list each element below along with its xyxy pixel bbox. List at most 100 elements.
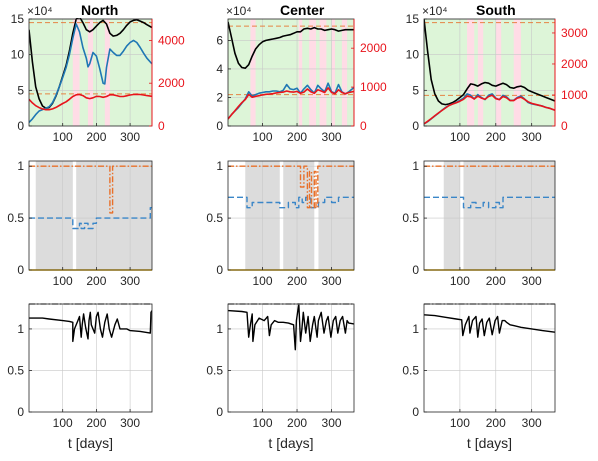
panel-center-bottom: 0 0.5 1 100 200 300 t [days] [206,303,355,451]
exponent-label: ×10⁴ [422,4,448,18]
x-tick-label: 100 [53,130,73,144]
pink-band [87,19,94,126]
x-tick-label: 300 [522,274,542,288]
axes-box [227,303,355,413]
x-tick-label: 200 [86,416,106,430]
pink-band [477,19,484,126]
x-tick-label: 300 [522,130,542,144]
pink-band [250,19,256,126]
y-right-tick-label: 3000 [561,26,588,40]
gray-band [76,161,152,270]
y-right-tick-label: 1000 [561,88,588,102]
y-tick-label: 0.5 [402,211,419,225]
y-right-tick-label: 2000 [360,41,387,55]
panel-center-middle: 0 0.5 1 100 200 300 [206,159,355,288]
series-center-middle-dash_blue-line [228,196,354,209]
panel-title: Center [280,2,325,18]
pink-band [331,19,336,126]
y-tick-label: 0.5 [7,211,24,225]
series-center-top-red-line [228,87,354,120]
exponent-label: ×10⁴ [27,4,53,18]
x-tick-label: 200 [86,130,106,144]
y-right-tick-label: 0 [360,119,367,133]
y-tick-label: 1 [17,159,24,173]
series-north-top-red-line [29,93,152,111]
y-tick-label: 0 [17,119,24,133]
y-tick-label: 0 [17,263,24,277]
y-tick-label: 10 [11,48,25,62]
gray-band [318,161,354,270]
y-tick-label: 10 [406,48,420,62]
pink-band [319,19,327,126]
y-tick-label: 0 [412,263,419,277]
y-tick-label: 5 [17,83,24,97]
series-center-middle-orange-line [228,165,354,209]
y-tick-label: 0 [216,119,223,133]
axes-box [423,303,556,413]
x-tick-label: 100 [450,416,470,430]
x-tick-label: 300 [322,274,342,288]
series-north-middle-dash_blue-line [29,206,152,230]
y-right-tick-label: 2000 [561,57,588,71]
pink-band [513,19,521,126]
y-tick-label: 6 [216,33,223,47]
y-tick-label: 0 [412,119,419,133]
panel-center-top: 0 2 4 6 0 1000 2000 100 200 300 ×10⁴ Center [216,2,387,144]
y-tick-label: 0 [412,405,419,419]
y-tick-label: 1 [17,322,24,336]
y-right-tick-label: 2000 [158,76,185,90]
x-tick-label: 200 [287,416,307,430]
y-tick-label: 0.5 [206,211,223,225]
x-axis-label: t [days] [268,435,313,451]
series-north-middle-orange-line [29,165,152,214]
x-tick-label: 200 [486,274,506,288]
pink-band [104,19,110,126]
axes-box [28,160,153,271]
y-tick-label: 15 [11,12,25,26]
y-tick-label: 0 [17,405,24,419]
series-south-middle-dash_blue-line [424,196,555,209]
panel-south-middle: 0 0.5 1 100 200 300 [402,159,556,288]
pink-band [72,19,80,126]
plot-area [29,18,152,123]
y-tick-label: 1 [412,159,419,173]
gray-band [443,161,460,270]
y-tick-label: 0.5 [7,363,24,377]
pink-band [309,19,317,126]
x-tick-label: 100 [450,274,470,288]
x-tick-label: 100 [450,130,470,144]
y-tick-label: 15 [406,12,420,26]
x-axis-label: t [days] [467,435,512,451]
series-center-bottom-black-line [228,303,354,351]
x-axis-label: t [days] [68,435,113,451]
x-tick-label: 300 [120,416,140,430]
x-tick-label: 200 [486,416,506,430]
panel-north-middle: 0 0.5 1 100 200 300 [7,159,153,288]
pink-band [298,19,303,126]
axes-box [423,160,556,271]
y-tick-label: 0.5 [402,363,419,377]
x-tick-label: 200 [86,274,106,288]
y-tick-label: 2 [216,90,223,104]
y-tick-label: 0 [216,263,223,277]
y-right-tick-label: 0 [561,119,568,133]
panel-south-bottom: 0 0.5 1 100 200 300 t [days] [402,303,556,451]
gray-band [283,161,315,270]
panel-title: South [476,2,516,18]
y-right-tick-label: 0 [158,119,165,133]
pink-band [495,19,502,126]
y-right-tick-label: 1000 [360,80,387,94]
y-right-tick-label: 4000 [158,33,185,47]
series-center-top-black-line [228,21,354,69]
x-tick-label: 200 [287,130,307,144]
plot-area [228,21,354,120]
y-tick-label: 4 [216,62,223,76]
panel-title: North [81,2,118,18]
panel-north-top: 0 5 10 15 0 2000 4000 100 200 300 ×10⁴ North [11,2,185,144]
series-north-bottom-black-line [29,310,152,343]
y-tick-label: 1 [216,159,223,173]
x-tick-label: 100 [253,274,273,288]
plot-area [424,18,555,125]
y-tick-label: 0 [216,405,223,419]
